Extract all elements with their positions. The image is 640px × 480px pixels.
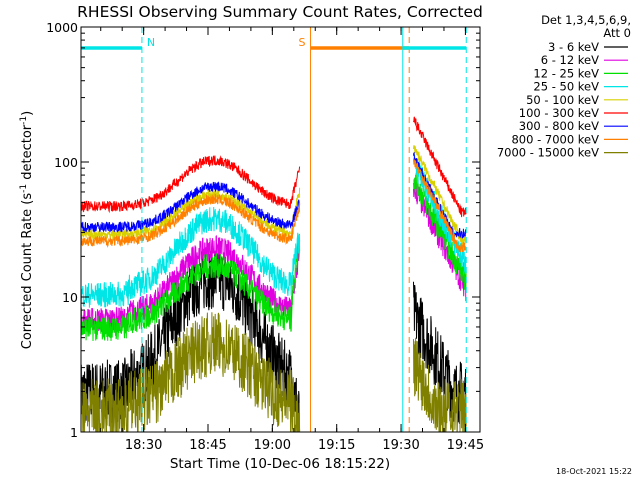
legend-label: 50 - 100 keV [526,93,599,107]
legend-label: 100 - 300 keV [519,106,599,120]
annotation-2: S [299,27,410,432]
series-3 [81,172,467,342]
series-3-segment-2 [413,172,467,291]
series-8-segment-2 [413,158,467,253]
x-axis: 18:30 18:45 19:00 19:15 19:30 19:45 [100,27,484,453]
series-4-segment-2 [413,154,467,275]
legend-label: 300 - 800 keV [519,119,599,133]
series-7-segment-1 [81,181,301,233]
legend-entry-8: 800 - 7000 keV [511,132,628,146]
annotation-label: S [299,36,306,49]
series-3-segment-1 [81,233,301,342]
timestamp: 18-Oct-2021 15:22 [556,467,632,476]
series-9-segment-1 [81,312,301,432]
y-tick-label: 1000 [46,20,78,35]
series-layer [81,116,467,432]
legend-header-line-2: Att 0 [603,26,631,40]
series-6 [81,116,467,218]
series-6-segment-2 [413,116,467,218]
legend-entry-3: 12 - 25 keV [533,66,628,80]
legend-label: 3 - 6 keV [548,40,599,54]
y-tick-label: 10 [62,290,78,305]
x-tick-label: 18:45 [189,438,226,453]
series-8-segment-1 [81,193,301,248]
legend-entry-5: 50 - 100 keV [526,93,628,107]
y-tick-label: 100 [54,155,78,170]
series-4-segment-1 [81,206,301,308]
series-6-segment-1 [81,155,301,214]
legend-entry-6: 100 - 300 keV [519,106,628,120]
x-tick-label: 19:15 [318,438,355,453]
legend-label: 12 - 25 keV [533,66,599,80]
legend-entry-2: 6 - 12 keV [541,53,628,67]
chart-title: RHESSI Observing Summary Count Rates, Co… [77,3,483,21]
x-tick-label: 18:30 [125,438,162,453]
x-tick-label: 19:45 [447,438,484,453]
plot-frame [80,26,481,433]
annotation-label: N [147,36,155,49]
series-9-segment-2 [413,337,467,432]
annotation-3 [402,27,467,432]
legend-label: 25 - 50 keV [533,80,599,94]
x-tick-label: 19:00 [254,438,291,453]
y-axis-label: Corrected Count Rate (s-1 detector-1) [19,111,35,349]
series-8 [81,158,467,253]
legend-label: 6 - 12 keV [541,53,599,67]
legend-entry-1: 3 - 6 keV [548,40,628,54]
x-axis-label: Start Time (10-Dec-06 18:15:22) [170,456,390,472]
legend-entry-4: 25 - 50 keV [533,80,628,94]
series-9 [81,312,467,432]
legend-entry-9: 7000 - 15000 keV [497,146,628,160]
legend-label: 7000 - 15000 keV [497,146,599,160]
legend-entry-7: 300 - 800 keV [519,119,628,133]
legend-label: 800 - 7000 keV [511,132,599,146]
x-tick-label: 19:30 [382,438,419,453]
legend-header-line-1: Det 1,3,4,5,6,9, [541,13,631,27]
series-4 [81,154,467,308]
y-axis: 1 10 100 1000 [46,20,480,440]
y-tick-label: 1 [70,425,78,440]
